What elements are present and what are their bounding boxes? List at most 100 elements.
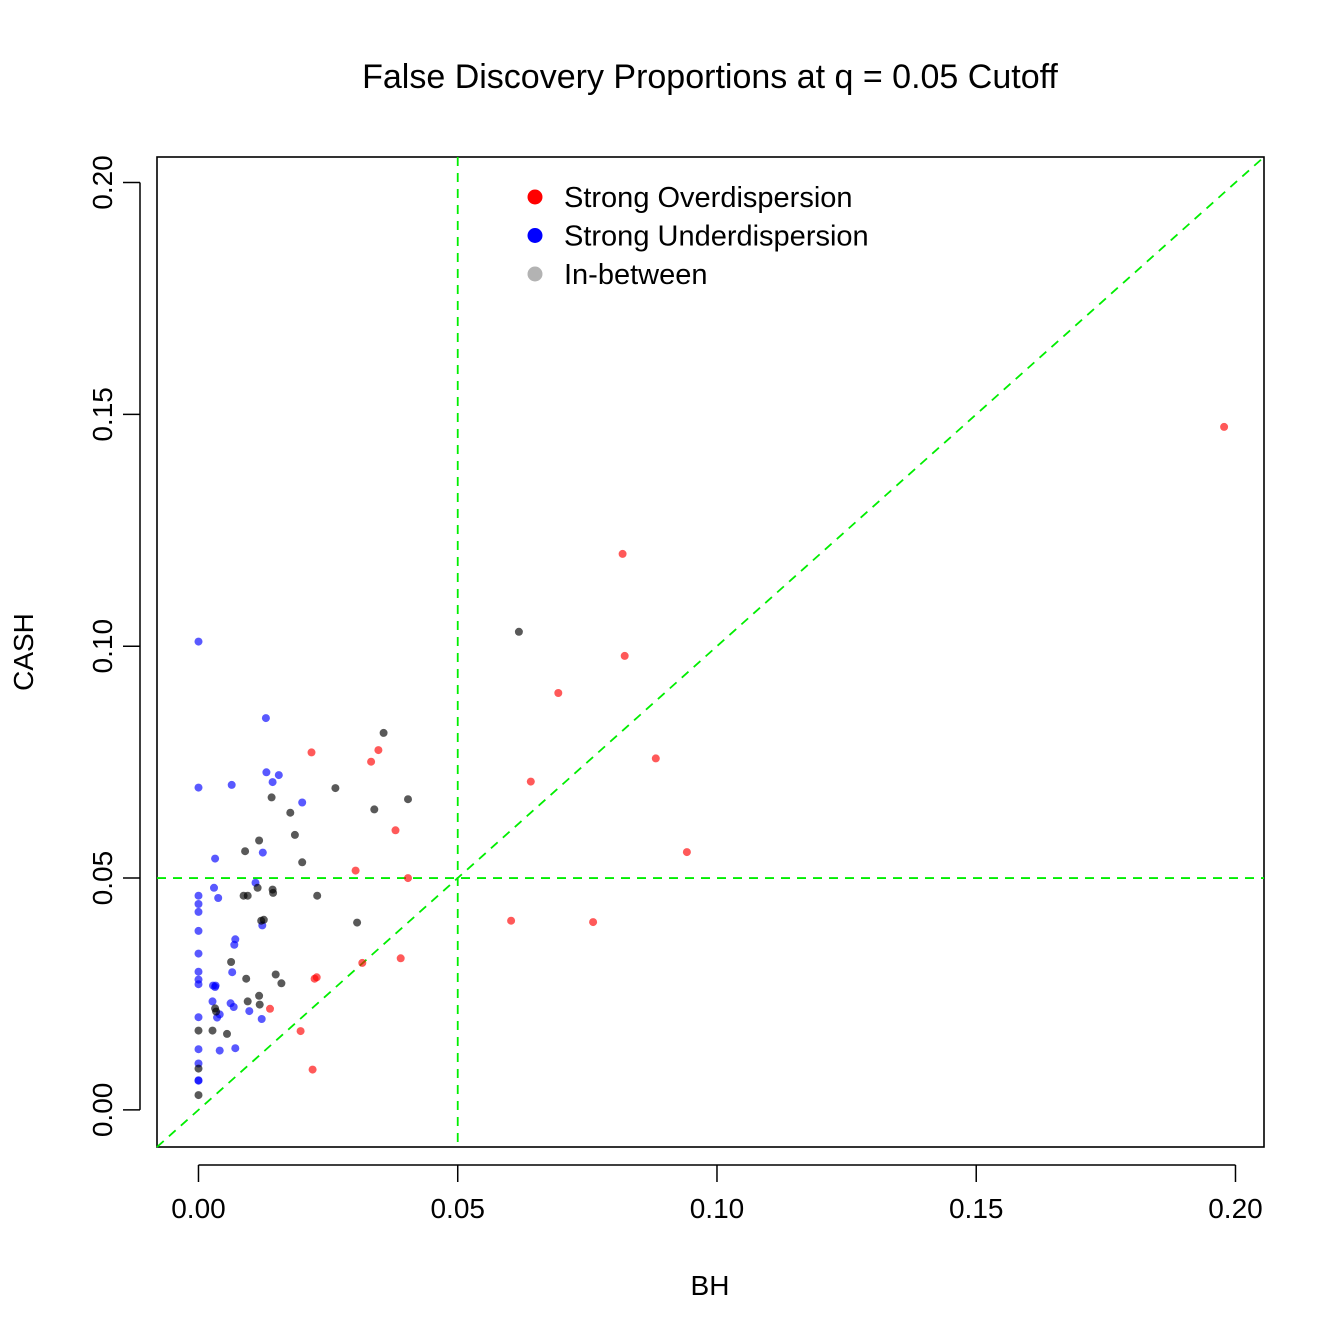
data-point: [212, 1007, 221, 1016]
legend-key: [527, 228, 543, 243]
data-point: [262, 768, 271, 777]
reference-lines: [156, 156, 1265, 1148]
data-point: [269, 888, 278, 897]
legend-label: In-between: [564, 259, 708, 291]
data-point: [223, 1029, 231, 1038]
data-point: [310, 974, 319, 983]
data-point: [255, 991, 264, 1000]
data-point: [194, 1064, 203, 1073]
data-point: [215, 1046, 224, 1055]
y-tick-label: 0.05: [87, 851, 118, 906]
data-point: [241, 847, 250, 856]
data-point: [229, 1003, 238, 1011]
data-point: [620, 651, 629, 660]
data-point: [268, 778, 277, 787]
data-point: [261, 714, 270, 723]
data-point: [194, 967, 203, 976]
data-point: [227, 780, 236, 789]
data-point: [266, 1004, 274, 1013]
data-point: [379, 728, 388, 737]
data-point: [404, 795, 412, 804]
data-point: [298, 798, 307, 807]
data-point: [286, 808, 295, 817]
data-point: [194, 637, 203, 646]
data-point: [239, 891, 248, 900]
data-point: [391, 826, 400, 835]
x-axis: 0.00 0.05 0.10 0.15 0.20: [171, 1164, 1263, 1224]
chart-title: False Discovery Proportions at q = 0.05 …: [362, 58, 1058, 96]
data-point: [554, 689, 563, 697]
x-tick-label: 0.20: [1208, 1193, 1263, 1224]
data-point: [194, 907, 203, 916]
data-point: [526, 777, 535, 786]
data-point: [257, 1015, 266, 1023]
data-point: [367, 757, 376, 766]
y-axis-label: CASH: [8, 613, 39, 691]
data-point: [351, 866, 360, 875]
data-point: [358, 958, 367, 967]
series-in-between: [194, 627, 523, 1100]
data-point: [258, 848, 267, 857]
data-point: [255, 1000, 264, 1009]
data-point: [230, 940, 239, 949]
data-point: [307, 748, 316, 757]
data-point: [194, 949, 203, 958]
y-tick-label: 0.20: [87, 155, 118, 210]
data-point: [682, 848, 691, 857]
y-tick-label: 0.15: [87, 387, 118, 442]
data-point: [208, 1026, 217, 1035]
data-point: [290, 830, 299, 839]
data-point: [651, 754, 660, 763]
data-point: [211, 981, 220, 990]
data-point: [1220, 422, 1229, 431]
data-point: [259, 915, 268, 924]
data-point: [211, 854, 220, 863]
data-point: [194, 1091, 203, 1100]
x-tick-label: 0.05: [430, 1193, 485, 1224]
data-point: [353, 918, 362, 927]
data-point: [228, 968, 237, 977]
y-tick-label: 0.10: [87, 619, 118, 674]
y-axis: 0.00 0.05 0.10 0.15 0.20: [87, 155, 141, 1138]
data-point: [194, 1045, 203, 1054]
data-point: [194, 891, 203, 900]
y-tick-label: 0.00: [87, 1083, 118, 1138]
x-tick-label: 0.15: [949, 1193, 1004, 1224]
data-point: [331, 784, 340, 793]
data-point: [589, 918, 598, 927]
data-point: [374, 746, 383, 755]
legend-key: [527, 266, 543, 282]
series-strong-overdispersion: [266, 422, 1229, 1074]
data-point: [255, 836, 264, 845]
data-point: [194, 1026, 203, 1035]
x-tick-label: 0.10: [690, 1193, 745, 1224]
data-point: [242, 974, 251, 983]
legend-key: [527, 189, 543, 205]
data-point: [194, 900, 203, 908]
x-axis-label: BH: [691, 1270, 730, 1301]
data-point: [308, 1065, 317, 1074]
data-point: [277, 979, 286, 988]
data-point: [208, 997, 217, 1006]
data-point: [231, 1044, 240, 1053]
data-point: [210, 883, 218, 892]
data-point: [194, 783, 203, 792]
data-points: [194, 422, 1229, 1100]
data-point: [396, 954, 405, 963]
data-point: [253, 883, 262, 892]
x-tick-label: 0.00: [171, 1193, 226, 1224]
legend: Strong Overdispersion Strong Underdispers…: [527, 182, 869, 291]
data-point: [296, 1027, 305, 1036]
series-strong-underdispersion: [194, 637, 307, 1085]
data-point: [227, 958, 236, 966]
data-point: [194, 926, 203, 935]
data-point: [243, 997, 252, 1006]
data-point: [214, 894, 223, 902]
data-point: [313, 891, 322, 900]
data-point: [514, 627, 523, 636]
data-point: [274, 771, 283, 780]
data-point: [271, 970, 280, 979]
data-point: [370, 805, 379, 814]
data-point: [194, 1076, 203, 1085]
